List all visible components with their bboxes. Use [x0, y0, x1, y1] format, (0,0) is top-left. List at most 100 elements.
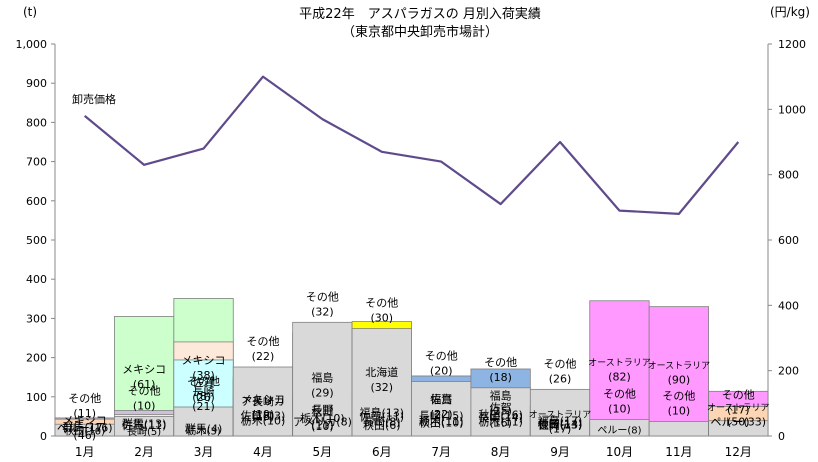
x-tick-label: 12月: [725, 445, 752, 459]
data-label: その他: [306, 290, 339, 303]
data-label: メキシコ: [241, 393, 285, 406]
x-tick-label: 5月: [313, 445, 333, 459]
data-label: 栃木(11): [478, 414, 523, 428]
y-right-unit: (円/kg): [770, 5, 810, 19]
data-label-pct: (21): [192, 400, 215, 413]
data-label-pct: (11): [311, 418, 334, 431]
data-label: その他: [722, 389, 755, 402]
x-tick-label: 8月: [491, 445, 511, 459]
data-label: 佐賀: [193, 375, 215, 389]
chart-title: 平成22年 アスパラガスの 月別入荷実績: [299, 6, 541, 22]
data-label: 佐賀: [430, 392, 452, 406]
y-left-tick-label: 400: [26, 273, 47, 286]
data-label: 佐賀(11): [359, 409, 404, 423]
data-label: その他: [603, 388, 636, 401]
data-label-pct: (16): [489, 417, 512, 430]
bar-segment: [351, 328, 412, 437]
data-label: ペルー(8): [597, 425, 641, 436]
data-label: その他: [187, 375, 220, 388]
data-label: メキシコ: [182, 354, 226, 367]
data-label: 福島(17): [538, 414, 583, 428]
data-label: メキシコ: [122, 363, 166, 376]
chart-subtitle: （東京都中央卸売市場計）: [342, 24, 498, 40]
x-tick-label: 2月: [134, 445, 154, 459]
data-label: オーストラリア: [529, 410, 592, 421]
data-label: 長崎(14): [478, 410, 523, 424]
y-left-tick-label: 1,000: [16, 38, 48, 51]
x-tick-label: 11月: [665, 445, 692, 459]
data-label: 北海道: [365, 365, 398, 379]
data-label-pct: (61): [133, 378, 156, 391]
data-label: 栃木(11): [419, 414, 464, 428]
data-label-pct: (11): [73, 407, 96, 420]
data-label-pct: (50): [727, 416, 750, 429]
data-label-pct: (10): [311, 420, 334, 433]
data-label-pct: (26): [549, 372, 572, 385]
y-left-tick-label: 100: [26, 391, 47, 404]
y-left-tick-label: 500: [26, 234, 47, 247]
data-label: オーストラリア: [707, 403, 770, 414]
data-label-pct: (10): [608, 403, 631, 416]
data-label: 秋田: [311, 404, 333, 418]
data-label: 栃木(3): [186, 425, 220, 438]
data-label-pct: (18): [489, 371, 512, 384]
y-right-tick-label: 1000: [778, 103, 806, 116]
data-label-pct: (32): [311, 305, 334, 318]
data-label: 長崎(15): [419, 409, 464, 423]
data-label: その他: [365, 297, 398, 310]
data-label: 佐賀: [490, 401, 512, 415]
data-label: 秋田(6): [363, 418, 401, 432]
data-label-pct: (46): [73, 429, 96, 442]
x-tick-label: 7月: [431, 445, 451, 459]
data-label-pct: (29): [311, 386, 334, 399]
data-label-pct: (22): [252, 350, 275, 363]
data-label: その他: [484, 356, 517, 369]
price-series-label: 卸売価格: [72, 92, 116, 106]
data-label: 群馬(13): [122, 416, 167, 430]
x-tick-label: 3月: [194, 445, 214, 459]
data-label-pct: (17): [549, 423, 572, 436]
data-label-pct: (32): [370, 381, 393, 394]
data-label: 栃木(10): [241, 413, 286, 427]
data-label-pct: (18): [252, 410, 275, 423]
y-left-tick-label: 600: [26, 195, 47, 208]
x-tick-label: 10月: [606, 445, 633, 459]
y-left-tick-label: 300: [26, 312, 47, 325]
data-label: 福島: [311, 370, 333, 384]
data-label: その他: [662, 389, 695, 402]
x-tick-label: 4月: [253, 445, 273, 459]
bar-segment: [529, 388, 591, 437]
data-label: 秋田(16): [478, 408, 523, 422]
data-label-pct: (10): [133, 399, 156, 412]
y-left-tick-label: 200: [26, 352, 47, 365]
data-label: 秋田(10): [64, 425, 105, 438]
data-label-pct: (17): [727, 404, 750, 417]
data-label: 秋田(10): [419, 415, 464, 429]
bar-segment: [411, 381, 472, 437]
data-label: その他: [544, 357, 577, 370]
data-label: アメリカ(8): [293, 416, 352, 429]
data-label-pct: (90): [668, 373, 691, 386]
y-left-unit: (t): [23, 5, 37, 19]
data-label-pct: (38): [192, 369, 215, 382]
data-label: 栃木(10): [300, 411, 345, 425]
bar-segment: [173, 406, 234, 437]
x-tick-label: 1月: [75, 445, 95, 459]
y-right-tick-label: 0: [778, 430, 785, 443]
data-label: ペルー(33): [710, 415, 766, 428]
data-label-pct: (20): [430, 365, 453, 378]
bar-segment: [232, 366, 294, 437]
data-label: 長崎(13): [538, 417, 583, 431]
data-label: 長崎: [252, 394, 274, 408]
data-label-pct: (8): [196, 390, 212, 403]
data-label: 佐賀(13): [241, 409, 286, 423]
data-label-pct: (22): [430, 408, 453, 421]
data-label: オーストラリア: [588, 357, 651, 368]
bar-segment: [648, 306, 709, 437]
data-label: 佐賀(13): [538, 417, 583, 431]
bar-segment: [292, 321, 353, 437]
y-left-tick-label: 800: [26, 116, 47, 129]
data-label: 長崎(8): [363, 415, 401, 429]
data-label: 群馬(17): [62, 420, 107, 434]
